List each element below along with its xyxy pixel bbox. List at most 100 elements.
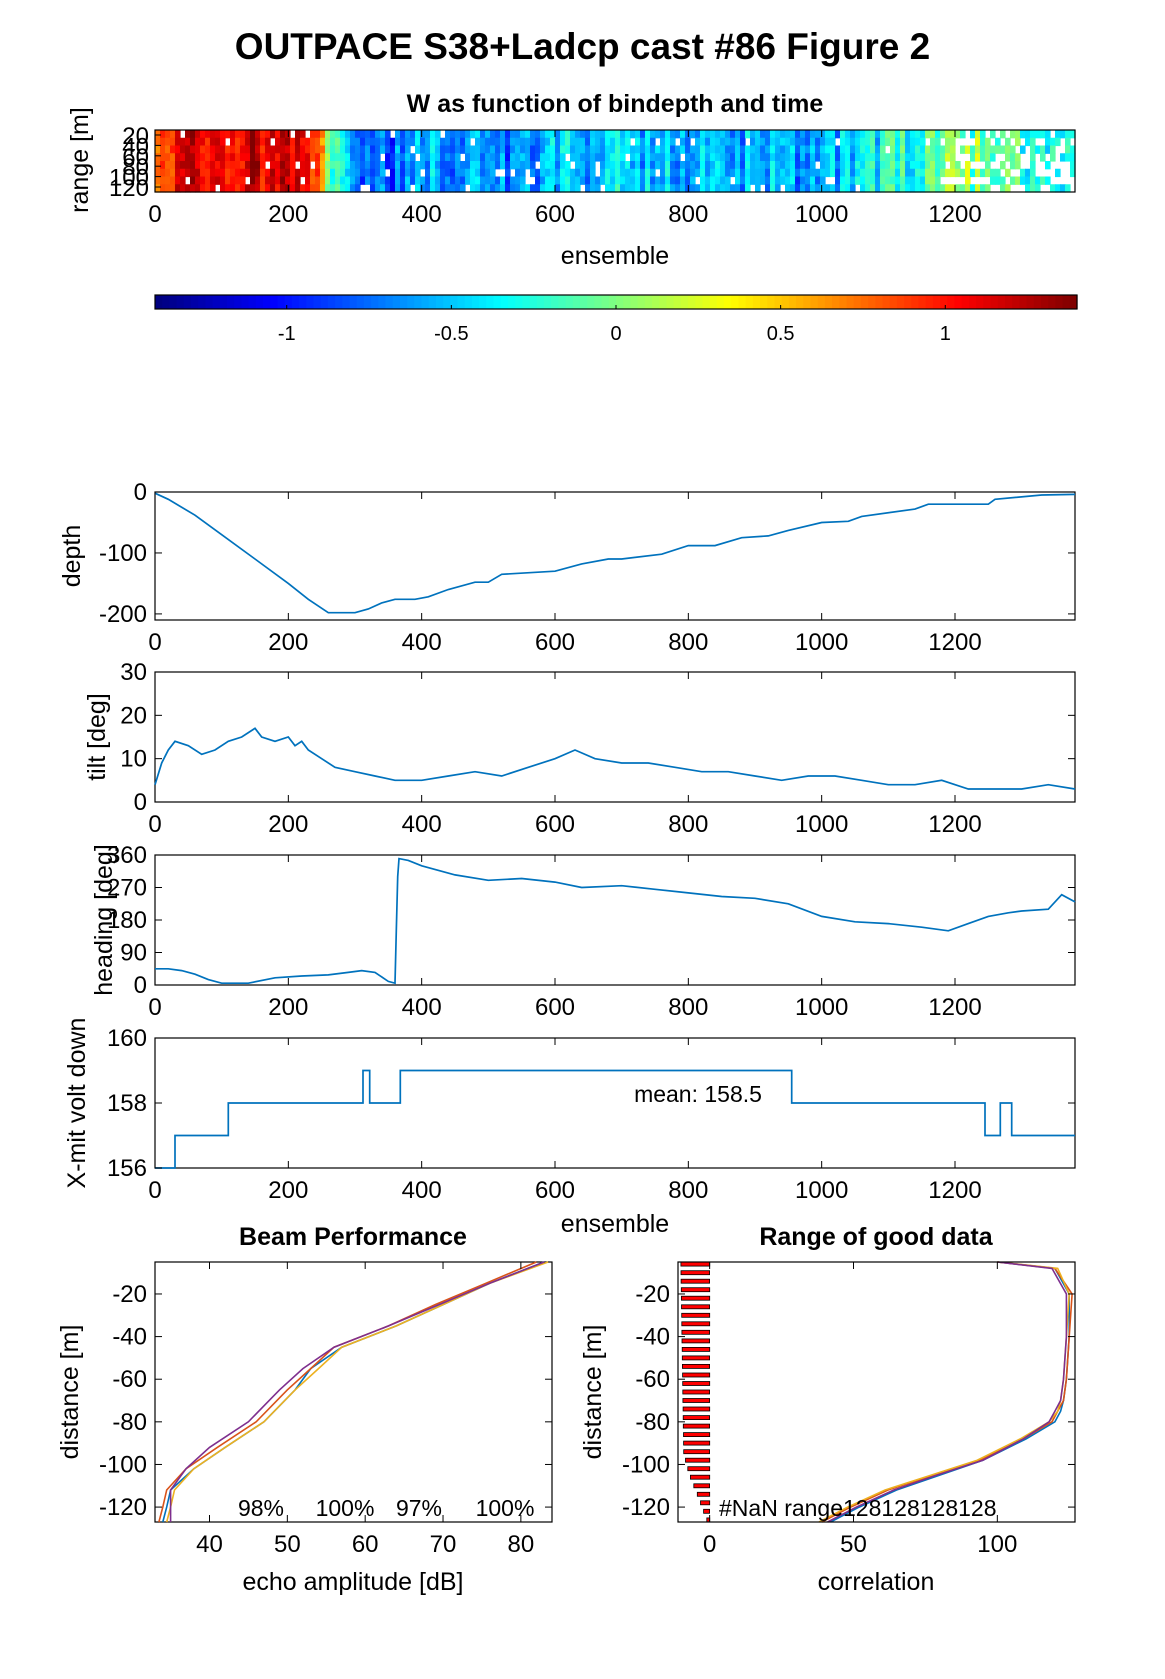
heatmap-cell [155,168,161,178]
heatmap-cell [435,137,441,147]
heatmap-cell [980,168,986,178]
colorbar-step [363,295,372,309]
heatmap-cell [585,137,591,147]
heatmap-cell [420,145,426,154]
range-xtick-label: 100 [977,1531,1017,1558]
heatmap-cell [410,168,416,178]
heatmap-cell [695,161,701,170]
heatmap-cell [900,176,906,185]
heatmap-cell [905,145,911,154]
heatmap-cell [320,145,326,154]
heatmap-cell [205,153,211,162]
heatmap-cell [415,184,421,193]
heatmap-cell [490,137,496,147]
heatmap-ytick-label: 100 [109,165,149,192]
heatmap-cell [210,145,216,154]
colorbar-step [270,295,279,309]
heatmap-cell [525,184,531,193]
heatmap-cell [595,137,601,147]
good-data-bar [681,1329,711,1335]
heatmap-cell [560,168,566,178]
heatmap-cell [975,168,981,178]
heatmap-cell [755,161,761,170]
heading-xtick-label: 800 [668,994,708,1021]
heatmap-cell [940,168,946,178]
heatmap-cell [630,161,636,170]
colorbar-step [709,295,718,309]
colorbar-step [616,295,624,309]
beam-xlabel: echo amplitude [dB] [243,1568,464,1596]
heatmap-cell [730,168,736,178]
heatmap-cell [875,184,881,193]
heatmap-cell [715,130,721,139]
heatmap-cell [400,137,406,147]
heatmap-cell [505,176,511,185]
heatmap-cell [620,184,626,193]
heatmap-cell [725,130,731,139]
heatmap-cell [345,153,351,162]
heatmap-cell [845,161,851,170]
heatmap-cell [315,153,321,162]
heatmap-cell [660,145,666,154]
heatmap-cell [375,168,381,178]
heatmap-cell [225,176,231,185]
heatmap-cell [385,161,391,170]
colorbar-step [968,295,977,309]
heatmap-cell [910,168,916,178]
heatmap-cell [615,168,621,178]
heatmap-cell [1020,145,1026,154]
heatmap-cell [625,137,631,147]
heatmap-cell [435,176,441,185]
heatmap-cell [465,168,471,178]
heatmap-cell [875,168,881,178]
heatmap-cell [720,176,726,185]
heatmap-cell [370,137,376,147]
heatmap-cell [945,184,951,193]
heatmap-cell [905,176,911,185]
heatmap-cell [695,130,701,139]
heatmap-cell [760,168,766,178]
heatmap-cell [185,130,191,139]
heatmap-cell [900,153,906,162]
heatmap-cell [215,176,221,185]
heatmap-cell [895,161,901,170]
heatmap-cell [900,168,906,178]
heatmap-cell [550,184,556,193]
depth-ytick-label: 0 [134,479,147,506]
range-ytick-label: -100 [622,1451,670,1478]
heatmap-cell [1035,145,1041,154]
heatmap-cell [805,161,811,170]
heatmap-cell [675,184,681,193]
heatmap-cell [805,137,811,147]
beam-xtick-label: 40 [196,1531,223,1558]
heatmap-cell [525,137,531,147]
heatmap-cell [515,145,521,154]
heatmap-cell [685,168,691,178]
range-ytick-label: -60 [635,1366,670,1393]
heatmap-cell [1070,161,1076,170]
heatmap-cell [705,145,711,154]
heatmap-cell [770,130,776,139]
tilt-ytick-label: 30 [120,659,147,686]
heatmap-cell [355,168,361,178]
colorbar-step [500,295,509,309]
heatmap-cell [260,161,266,170]
heatmap-cell [755,137,761,147]
heatmap-cell [1000,176,1006,185]
heatmap-cell [740,137,746,147]
heatmap-cell [970,145,976,154]
heatmap-cell [635,161,641,170]
heatmap-cell [380,137,386,147]
heatmap-cell [520,161,526,170]
heatmap-cell [455,184,461,193]
heatmap-cell [325,153,331,162]
heatmap-cell [200,137,206,147]
heatmap-cell [940,184,946,193]
colorbar-step [644,295,653,309]
heading-xtick-label: 0 [148,994,161,1021]
heatmap-cell [680,184,686,193]
colorbar-step [579,295,588,309]
heatmap-cell [580,168,586,178]
heatmap-cell [915,176,921,185]
heatmap-cell [770,161,776,170]
